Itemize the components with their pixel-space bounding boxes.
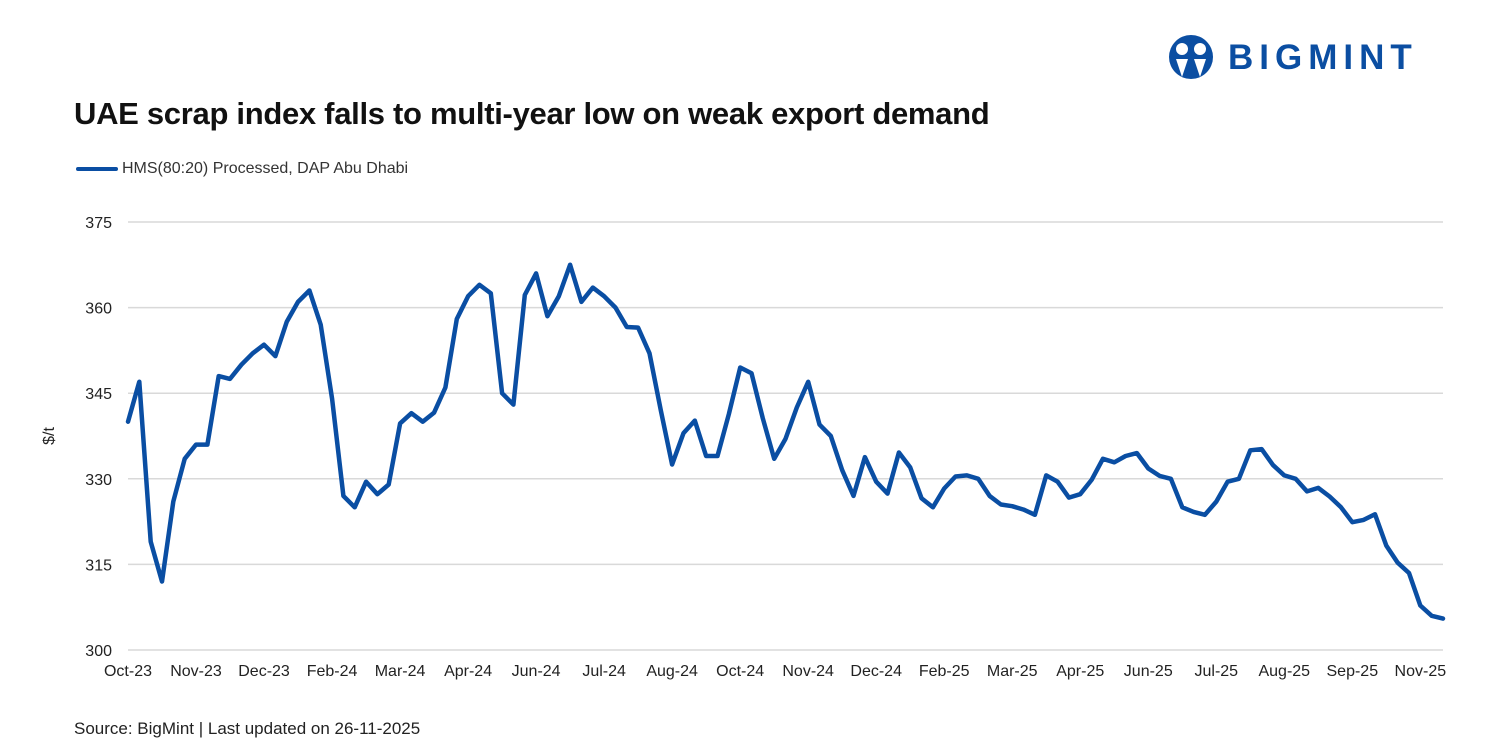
x-tick-label: Aug-25 xyxy=(1258,663,1310,680)
x-tick-label: Nov-24 xyxy=(782,663,834,680)
x-tick-label: Mar-25 xyxy=(987,663,1038,680)
y-tick-label: 345 xyxy=(85,386,112,403)
y-axis-label: $/t xyxy=(41,427,58,445)
x-tick-label: Jul-24 xyxy=(582,663,626,680)
y-tick-label: 300 xyxy=(85,643,112,660)
x-tick-label: Dec-24 xyxy=(850,663,902,680)
x-tick-label: Jun-24 xyxy=(512,663,561,680)
x-tick-label: Dec-23 xyxy=(238,663,290,680)
x-tick-label: Sep-25 xyxy=(1327,663,1379,680)
logo-text: BIGMINT xyxy=(1228,38,1418,77)
x-tick-label: Jul-25 xyxy=(1194,663,1238,680)
x-tick-label: Mar-24 xyxy=(375,663,426,680)
series-line-hms-80-20 xyxy=(125,262,1446,621)
x-tick-label: Feb-25 xyxy=(919,663,970,680)
source-note: Source: BigMint | Last updated on 26-11-… xyxy=(74,719,421,738)
y-tick-label: 330 xyxy=(85,472,112,489)
y-tick-label: 375 xyxy=(85,215,112,232)
x-tick-label: Jun-25 xyxy=(1124,663,1173,680)
y-tick-label: 360 xyxy=(85,301,112,318)
legend-label: HMS(80:20) Processed, DAP Abu Dhabi xyxy=(122,160,409,177)
legend-swatch xyxy=(76,167,118,171)
x-tick-label: Feb-24 xyxy=(307,663,358,680)
x-tick-label: Oct-23 xyxy=(104,663,152,680)
x-tick-label: Apr-24 xyxy=(444,663,492,680)
x-tick-label: Apr-25 xyxy=(1056,663,1104,680)
x-tick-label: Oct-24 xyxy=(716,663,764,680)
x-tick-label: Nov-23 xyxy=(170,663,222,680)
x-tick-label: Nov-25 xyxy=(1395,663,1447,680)
y-tick-label: 315 xyxy=(85,557,112,574)
x-tick-label: Aug-24 xyxy=(646,663,698,680)
logo-icon xyxy=(1169,35,1213,79)
bigmint-logo: BIGMINT xyxy=(1166,33,1418,83)
chart-title: UAE scrap index falls to multi-year low … xyxy=(74,96,990,131)
legend: HMS(80:20) Processed, DAP Abu Dhabi xyxy=(76,160,408,178)
